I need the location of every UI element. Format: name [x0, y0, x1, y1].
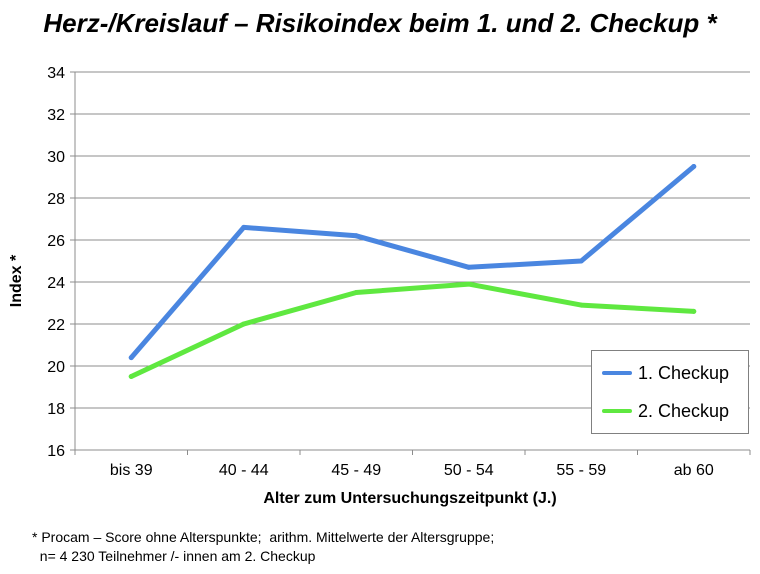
series-line-1: [128, 164, 697, 361]
data-point-2-2: [353, 290, 359, 295]
series-line-2: [128, 281, 697, 379]
footnote-line-1: * Procam – Score ohne Alterspunkte; arit…: [32, 529, 495, 545]
y-tick-label-26: 26: [47, 233, 65, 250]
y-tick-label-24: 24: [47, 275, 65, 292]
legend-swatch-1: [602, 371, 632, 375]
legend-label-1: 1. Checkup: [638, 362, 730, 383]
x-tick-label-4: 55 - 59: [556, 462, 606, 479]
data-point-2-1: [241, 321, 247, 327]
data-point-1-5: [691, 164, 697, 169]
series-lines: [128, 164, 697, 379]
x-tick-label-1: 40 - 44: [219, 462, 269, 479]
data-point-1-0: [128, 355, 134, 361]
chart-title: Herz-/Kreislauf – Risikoindex beim 1. un…: [43, 8, 717, 38]
y-tick-label-34: 34: [47, 65, 65, 82]
data-point-1-3: [466, 264, 472, 270]
data-point-2-0: [128, 374, 134, 379]
data-point-2-3: [466, 281, 472, 287]
footnote-line-2: n= 4 230 Teilnehmer /- innen am 2. Check…: [32, 548, 316, 564]
x-tick-label-5: ab 60: [674, 462, 714, 479]
x-axis-label: Alter zum Untersuchungszeitpunkt (J.): [263, 490, 557, 507]
legend-swatch-2: [602, 409, 632, 413]
legend-label-2: 2. Checkup: [638, 400, 730, 421]
y-tick-label-18: 18: [47, 401, 65, 418]
y-tick-label-16: 16: [47, 443, 65, 460]
y-tick-label-28: 28: [47, 191, 65, 208]
data-point-1-1: [241, 224, 247, 230]
y-tick-label-32: 32: [47, 107, 65, 124]
y-tick-label-20: 20: [47, 359, 65, 376]
legend: 1. Checkup 2. Checkup: [591, 350, 749, 434]
x-tick-label-2: 45 - 49: [331, 462, 381, 479]
data-point-1-4: [578, 258, 584, 264]
y-tick-labels: 16 18 20 22 24 26 28 30 32 34: [47, 65, 65, 460]
legend-item-1: 1. Checkup: [602, 361, 729, 385]
footnote: * Procam – Score ohne Alterspunkte; arit…: [32, 528, 494, 566]
x-tick-labels: bis 39 40 - 44 45 - 49 50 - 54 55 - 59 ab 60: [110, 462, 714, 479]
data-point-2-4: [578, 302, 584, 308]
data-point-2-5: [691, 308, 697, 314]
y-axis-label: Index *: [8, 254, 25, 308]
data-point-1-2: [353, 233, 359, 239]
axes: [70, 71, 751, 455]
x-tick-label-0: bis 39: [110, 462, 153, 479]
x-tick-label-3: 50 - 54: [444, 462, 494, 479]
gridlines: [75, 71, 750, 451]
y-tick-label-30: 30: [47, 149, 65, 166]
legend-item-2: 2. Checkup: [602, 399, 729, 423]
y-tick-label-22: 22: [47, 317, 65, 334]
